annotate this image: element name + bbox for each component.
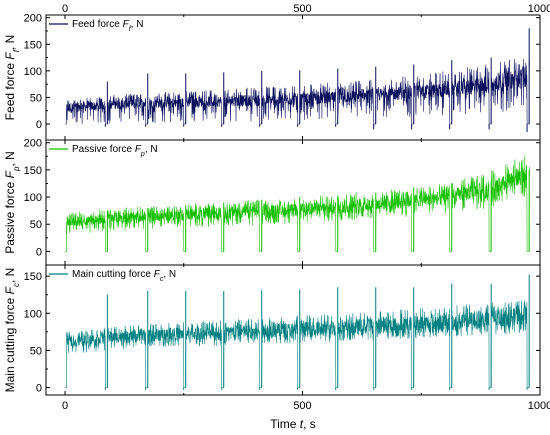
legend-sub: p xyxy=(140,151,145,158)
label-name: Feed force xyxy=(3,60,17,121)
signal-line xyxy=(65,58,530,125)
legend: Main cutting force Fc, N xyxy=(49,269,176,283)
legend-sub: c xyxy=(160,276,164,283)
signal-line xyxy=(65,155,530,252)
x-tick-label: 1000 xyxy=(528,400,550,412)
y-axis-label: Passive force Fp, N xyxy=(3,151,21,254)
legend-unit: , N xyxy=(131,19,144,30)
label-sub: c xyxy=(12,283,21,287)
panel-frame xyxy=(45,139,541,266)
label-var: F xyxy=(3,52,17,60)
legend: Feed force Ff, N xyxy=(49,19,143,33)
y-tick-label: 0 xyxy=(36,383,42,395)
y-tick-label: 0 xyxy=(36,119,42,131)
legend-var: F xyxy=(123,19,130,30)
series-trace xyxy=(65,28,530,133)
panel-frame xyxy=(45,264,541,396)
label-var: t xyxy=(300,417,304,431)
y-axis-label: Feed force Ff, N xyxy=(3,35,21,121)
legend-label: Passive force Fp, N xyxy=(72,144,158,158)
panel-frame xyxy=(45,14,541,141)
legend-text: Main cutting force xyxy=(72,269,154,280)
x-tick-label: 0 xyxy=(62,3,68,15)
legend-unit: , N xyxy=(163,269,176,280)
label-unit: , N xyxy=(3,268,17,283)
legend-label: Main cutting force Fc, N xyxy=(72,269,176,283)
legend-unit: , N xyxy=(145,144,158,155)
series-trace xyxy=(65,274,530,390)
y-tick-label: 0 xyxy=(36,246,42,258)
label-var: F xyxy=(3,286,17,294)
legend-var: F xyxy=(154,269,161,280)
y-tick-label: 50 xyxy=(30,92,42,104)
x-tick-label: 1000 xyxy=(528,3,550,15)
y-tick-label: 100 xyxy=(24,192,42,204)
label-unit: , s xyxy=(303,417,316,431)
y-tick-label: 150 xyxy=(24,165,42,177)
y-axis-label: Main cutting force Fc, N xyxy=(3,268,21,393)
legend-sub: f xyxy=(129,26,132,33)
legend: Passive force Fp, N xyxy=(49,144,158,158)
y-tick-label: 50 xyxy=(30,219,42,231)
label-name: Main cutting force xyxy=(3,294,17,392)
y-tick-label: 200 xyxy=(24,138,42,150)
label-var: F xyxy=(3,170,17,178)
x-axis-label: Time t, s xyxy=(270,417,316,431)
label-sub: p xyxy=(12,166,21,172)
y-tick-label: 100 xyxy=(24,308,42,320)
label-unit: , N xyxy=(3,35,17,50)
y-tick-label: 150 xyxy=(24,271,42,283)
x-tick-label: 500 xyxy=(293,400,311,412)
legend-text: Feed force xyxy=(72,19,123,30)
y-tick-label: 50 xyxy=(30,345,42,357)
legend-var: F xyxy=(135,144,142,155)
y-tick-label: 150 xyxy=(24,39,42,51)
legend-label: Feed force Ff, N xyxy=(72,19,143,33)
y-tick-label: 100 xyxy=(24,66,42,78)
x-tick-label: 500 xyxy=(293,3,311,15)
y-tick-label: 200 xyxy=(24,13,42,25)
legend-text: Passive force xyxy=(72,144,135,155)
series-trace xyxy=(65,155,530,252)
label-name: Time xyxy=(270,417,300,431)
label-name: Passive force xyxy=(3,178,17,253)
signal-line xyxy=(65,300,530,388)
label-sub: f xyxy=(12,49,21,52)
label-unit: , N xyxy=(3,151,17,166)
x-tick-label: 0 xyxy=(62,400,68,412)
